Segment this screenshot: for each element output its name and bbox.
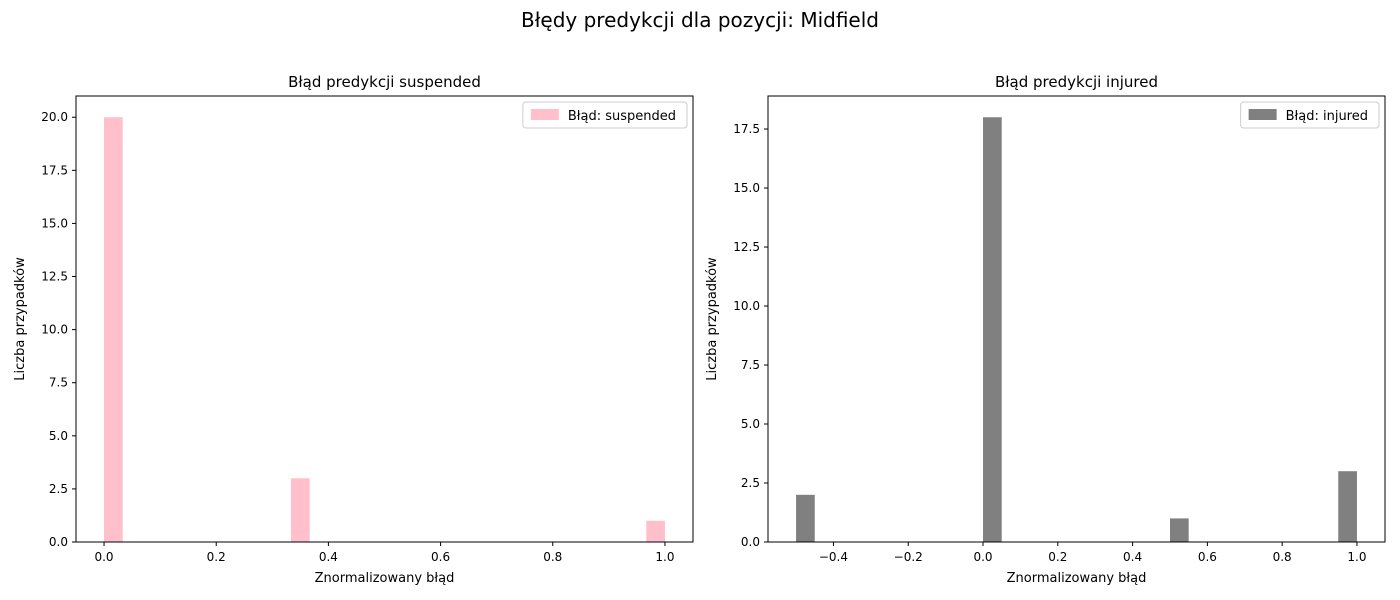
chart-1-bar-1	[290, 478, 310, 542]
chart-2-x-tick-label-7: 1.0	[1347, 550, 1366, 564]
chart-1-legend-box	[522, 101, 688, 129]
chart-2-bar-1	[983, 117, 1002, 542]
chart-1-y-tick-label-2: 5.0	[49, 429, 68, 443]
chart-1-y-tick-label-3: 7.5	[49, 376, 68, 390]
chart-2-y-tick-label-5: 12.5	[733, 240, 760, 254]
chart-1-legend-swatch	[530, 109, 559, 120]
chart-1-x-tick-label-5: 1.0	[655, 550, 674, 564]
chart-2-x-tick-label-0: −0.4	[819, 550, 848, 564]
chart-2-bar-2	[1169, 518, 1189, 542]
chart-2-x-tick-label-5: 0.6	[1198, 550, 1217, 564]
chart-2-y-tick-label-3: 7.5	[741, 358, 760, 372]
chart-1-title: Błąd predykcji suspended	[288, 73, 481, 91]
chart-1-y-tick-label-6: 15.0	[41, 216, 68, 230]
chart-1-y-tick-label-0: 0.0	[49, 535, 68, 549]
chart-2-y-tick-label-6: 15.0	[733, 181, 760, 195]
chart-2-legend-label: Błąd: injured	[1286, 109, 1368, 124]
chart-2-x-tick-label-1: −0.2	[894, 550, 923, 564]
chart-2-bar-3	[1338, 471, 1357, 542]
chart-2-title: Błąd predykcji injured	[995, 73, 1158, 91]
chart-1-y-axis-label: Liczba przypadków	[13, 257, 28, 381]
chart-2-panel: −0.4 −0.2 0.0 0.2 0.4 0.6 0.8 1.0 0.0 2.5 5.0 7.5 10…	[705, 73, 1386, 586]
chart-1-y-tick-label-7: 17.5	[41, 163, 68, 177]
chart-1-legend-label: Błąd: suspended	[568, 109, 676, 124]
chart-2-legend-swatch	[1248, 109, 1277, 120]
chart-1-x-tick-label-1: 0.2	[207, 550, 226, 564]
chart-2-axes-frame	[767, 95, 1386, 543]
chart-2-x-tick-label-4: 0.4	[1123, 550, 1142, 564]
chart-1-y-tick-label-1: 2.5	[49, 482, 68, 496]
chart-2-y-axis-label: Liczba przypadków	[705, 257, 720, 381]
chart-1-y-tick-label-8: 20.0	[41, 110, 68, 124]
chart-2-y-tick-label-4: 10.0	[733, 299, 760, 313]
chart-1-x-tick-label-3: 0.6	[431, 550, 450, 564]
chart-1-bar-0	[104, 117, 123, 542]
figure-title: Błędy predykcji dla pozycji: Midfield	[521, 8, 879, 32]
chart-2-legend: Błąd: injured	[1240, 101, 1380, 129]
chart-1-x-tick-label-2: 0.4	[319, 550, 338, 564]
chart-2-legend-box	[1240, 101, 1380, 129]
chart-1-y-tick-label-4: 10.0	[41, 323, 68, 337]
chart-2-y-tick-label-2: 5.0	[741, 417, 760, 431]
chart-1-panel: 0.0 0.2 0.4 0.6 0.8 1.0 0.0 2.5 5.0 7.5 10.0 12.5 15…	[13, 73, 694, 586]
chart-1-x-tick-label-4: 0.8	[543, 550, 562, 564]
chart-2-y-tick-label-1: 2.5	[741, 476, 760, 490]
chart-2-x-tick-label-2: 0.0	[973, 550, 992, 564]
chart-2-x-axis-label: Znormalizowany błąd	[1007, 571, 1147, 586]
chart-1-axes-frame	[75, 95, 694, 543]
chart-2-x-tick-label-6: 0.8	[1273, 550, 1292, 564]
chart-2-y-tick-label-0: 0.0	[741, 535, 760, 549]
chart-1-legend: Błąd: suspended	[522, 101, 688, 129]
chart-1-x-axis-label: Znormalizowany błąd	[315, 571, 455, 586]
chart-1-y-tick-label-5: 12.5	[41, 270, 68, 284]
chart-1-bar-2	[646, 520, 665, 542]
chart-1-x-tick-label-0: 0.0	[94, 550, 113, 564]
chart-2-x-tick-label-3: 0.2	[1048, 550, 1067, 564]
chart-2-y-tick-label-7: 17.5	[733, 122, 760, 136]
chart-2-bar-0	[796, 494, 815, 542]
